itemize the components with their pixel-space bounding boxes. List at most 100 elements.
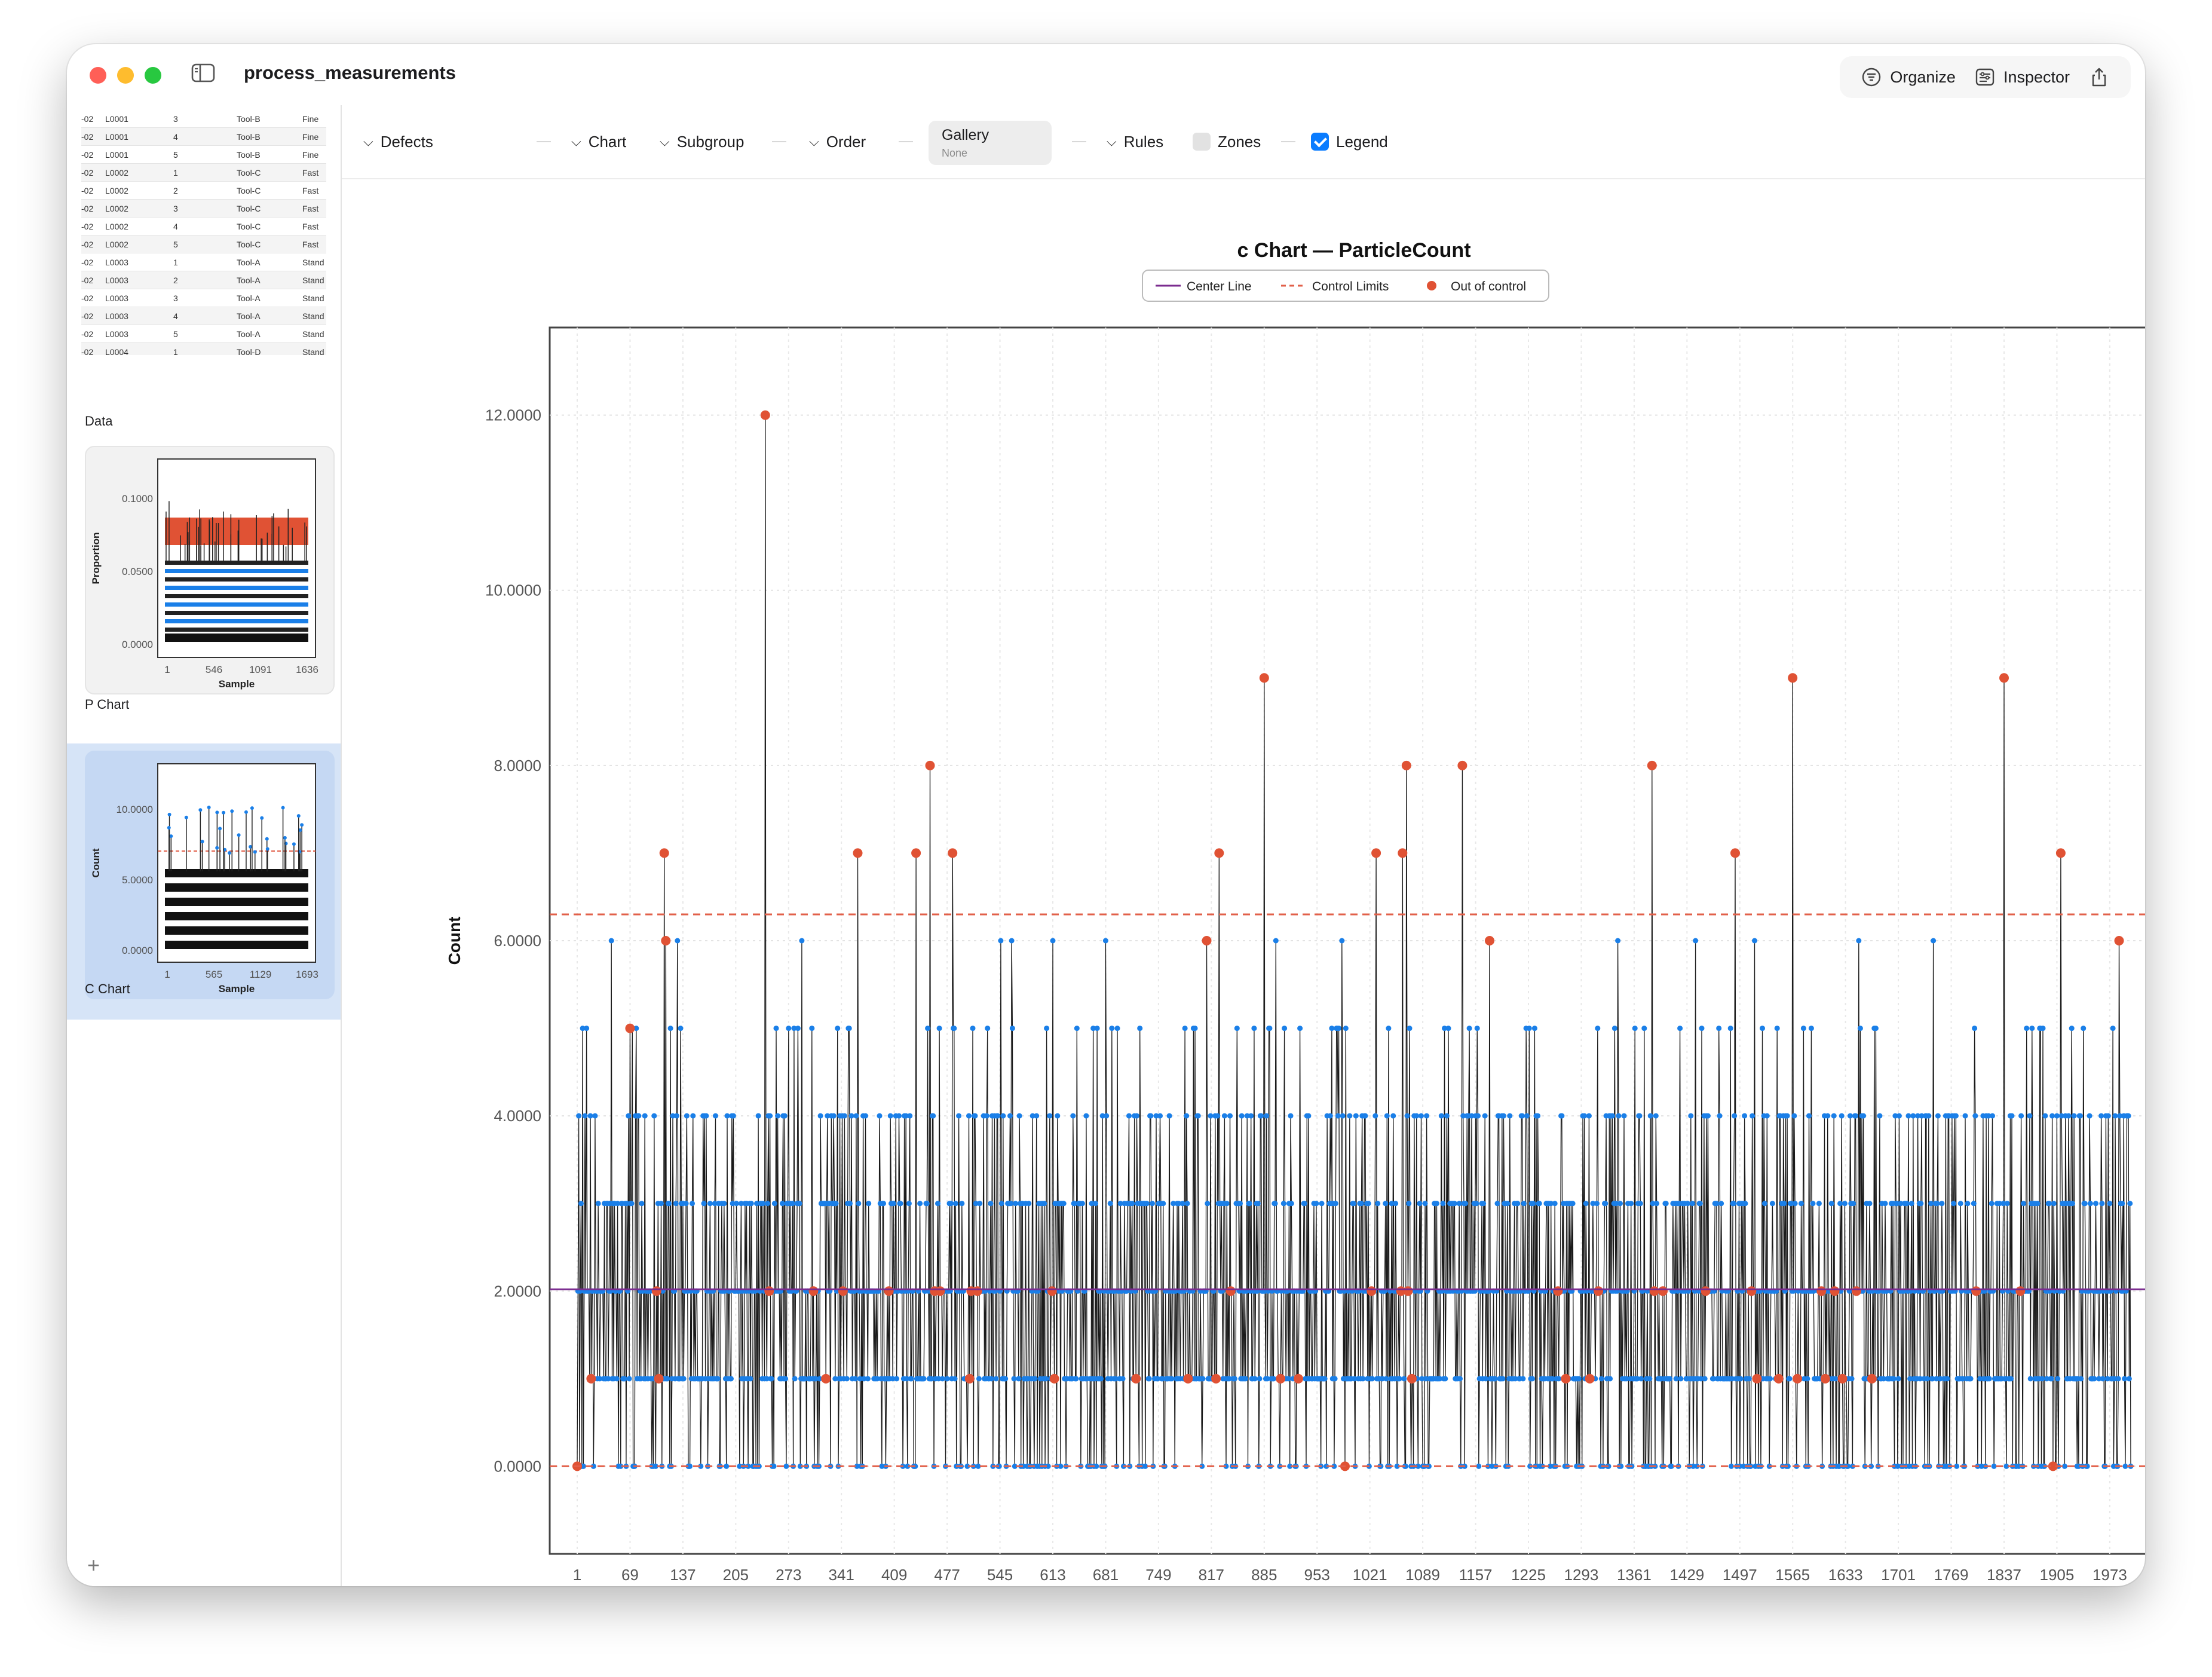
- x-tick-label: 1633: [1828, 1566, 1863, 1584]
- inspector-icon: [1975, 68, 1995, 86]
- data-point: [1159, 1376, 1165, 1382]
- data-point: [1442, 1026, 1447, 1032]
- c-chart[interactable]: c Chart — ParticleCount Center Line Contro…: [342, 179, 2145, 1586]
- data-point: [2110, 1026, 2116, 1032]
- table-cell: -02: [81, 185, 94, 195]
- sidebar-icon: [191, 63, 215, 82]
- data-point: [783, 1463, 789, 1469]
- data-point: [678, 1026, 684, 1032]
- data-point: [1285, 1376, 1291, 1382]
- data-point: [1267, 1026, 1273, 1032]
- data-point: [724, 1463, 730, 1469]
- legend-toggle[interactable]: Legend: [1311, 105, 1388, 178]
- data-point: [1415, 1463, 1421, 1469]
- data-point: [2087, 1201, 2093, 1207]
- table-cell: Tool-A: [237, 311, 261, 321]
- data-point: [1414, 1113, 1420, 1119]
- data-point: [948, 1201, 954, 1207]
- thumb-point-band: [165, 941, 308, 949]
- data-point: [1184, 1113, 1190, 1119]
- data-table-preview[interactable]: -02 L0001 3 Tool-B Fine -02 L0001 4 Tool-B Fine -0…: [81, 110, 326, 355]
- data-point: [1442, 1376, 1448, 1382]
- thumb-point: [228, 851, 232, 855]
- subgroup-label: Subgroup: [676, 132, 745, 151]
- defects-dropdown[interactable]: ⌵ Defects: [363, 105, 433, 178]
- divider: [899, 141, 913, 142]
- zones-toggle[interactable]: Zones: [1193, 105, 1261, 178]
- inspector-button[interactable]: Inspector: [1975, 67, 2070, 87]
- share-icon: [2092, 68, 2106, 87]
- data-point: [1009, 938, 1015, 944]
- data-point: [1234, 1026, 1240, 1032]
- legend-checkbox[interactable]: [1311, 133, 1329, 151]
- table-cell: Stand: [302, 257, 324, 267]
- order-dropdown[interactable]: ⌵ Order: [809, 105, 866, 178]
- data-point: [775, 1113, 781, 1119]
- data-point: [1016, 1113, 1022, 1119]
- data-point: [1375, 1201, 1381, 1207]
- data-point: [1055, 1113, 1061, 1119]
- data-point: [1530, 1376, 1535, 1382]
- data-point: [1182, 1026, 1188, 1032]
- sidebar-item-c-chart[interactable]: 10.0000 5.0000 0.0000 1 565 1129 1693 Sample Cou…: [85, 751, 335, 999]
- data-point: [1370, 1376, 1375, 1382]
- data-point: [1475, 1113, 1481, 1119]
- add-item-button[interactable]: +: [87, 1553, 100, 1577]
- out-of-control-point: [1971, 1286, 1981, 1296]
- sidebar-item-p-chart[interactable]: 0.1000 0.0500 0.0000 1 546 1091 1636 Sample Prop…: [85, 446, 335, 694]
- data-point: [1917, 1376, 1923, 1382]
- data-point: [2061, 1463, 2067, 1469]
- data-point: [976, 1376, 982, 1382]
- sidebar-item-data-label[interactable]: Data: [85, 414, 113, 429]
- thumb-point-band: [165, 628, 308, 632]
- rules-dropdown[interactable]: ⌵ Rules: [1107, 105, 1163, 178]
- data-point: [1693, 938, 1699, 944]
- data-point: [1224, 1201, 1230, 1207]
- table-cell: 4: [173, 131, 178, 142]
- out-of-control-point: [1788, 673, 1798, 683]
- thumb-point: [169, 834, 173, 838]
- data-point: [1288, 1201, 1294, 1207]
- thumb-xtick-label: 1: [164, 664, 170, 675]
- data-point: [1898, 1201, 1904, 1207]
- defects-label: Defects: [380, 132, 433, 151]
- minimize-window-button[interactable]: [117, 67, 134, 84]
- zones-checkbox[interactable]: [1193, 133, 1211, 151]
- data-point: [1711, 1376, 1717, 1382]
- sidebar-toggle-button[interactable]: [191, 63, 215, 82]
- share-button[interactable]: [2089, 67, 2109, 87]
- data-point: [745, 1463, 751, 1469]
- data-point: [1769, 1201, 1775, 1207]
- thumb-point: [249, 844, 253, 849]
- maximize-window-button[interactable]: [145, 67, 161, 84]
- data-point: [1647, 1113, 1653, 1119]
- organize-button[interactable]: Organize: [1861, 67, 1956, 87]
- data-point: [1618, 1463, 1624, 1469]
- out-of-control-point: [760, 410, 770, 420]
- out-of-control-point: [853, 848, 863, 858]
- data-point: [734, 1201, 740, 1207]
- data-point: [1996, 1201, 2002, 1207]
- subgroup-dropdown[interactable]: ⌵ Subgroup: [660, 105, 744, 178]
- table-cell: Tool-C: [237, 203, 261, 213]
- data-point: [1252, 1376, 1258, 1382]
- data-point: [1257, 1376, 1263, 1382]
- data-point: [779, 1201, 785, 1207]
- data-point: [1007, 1113, 1013, 1119]
- gallery-selector[interactable]: Gallery None: [929, 121, 1052, 165]
- close-window-button[interactable]: [90, 67, 106, 84]
- sidebar-item-p-chart-label[interactable]: P Chart: [85, 697, 130, 712]
- data-point: [1332, 1376, 1338, 1382]
- data-point: [1264, 1376, 1270, 1382]
- data-point: [2042, 1113, 2048, 1119]
- data-point: [681, 1376, 687, 1382]
- data-point: [1011, 1376, 1017, 1382]
- chart-dropdown[interactable]: ⌵ Chart: [571, 105, 626, 178]
- thumb-point: [244, 810, 248, 814]
- data-point: [1750, 1113, 1755, 1119]
- data-point: [690, 1201, 695, 1207]
- data-point: [952, 1376, 958, 1382]
- sidebar-item-c-chart-label[interactable]: C Chart: [85, 981, 130, 996]
- data-point: [2044, 1376, 2049, 1382]
- table-cell: -02: [81, 203, 94, 213]
